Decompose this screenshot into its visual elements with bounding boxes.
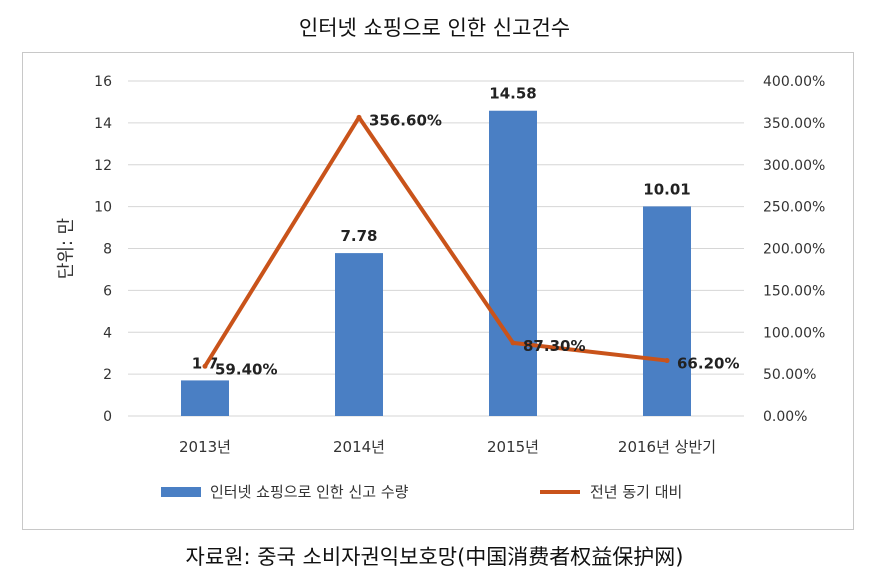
line-point <box>664 358 670 364</box>
y2-tick-label: 50.00% <box>763 367 816 383</box>
y2-tick-label: 300.00% <box>763 158 825 174</box>
bar-value-label: 7.78 <box>340 227 377 245</box>
line-point <box>510 340 516 346</box>
bar-value-label: 14.58 <box>489 85 536 103</box>
line-value-label: 59.40% <box>215 360 277 378</box>
bar-value-label: 10.01 <box>643 180 690 198</box>
y-tick-label: 4 <box>103 325 112 341</box>
y-tick-label: 10 <box>94 200 112 216</box>
line-point <box>356 114 362 120</box>
line-point <box>202 363 208 369</box>
y2-tick-label: 350.00% <box>763 116 825 132</box>
y-tick-label: 0 <box>103 409 112 425</box>
y-axis-label: 단위: 만 <box>56 218 77 279</box>
y2-tick-label: 400.00% <box>763 74 825 90</box>
x-tick-label: 2014년 <box>333 438 385 456</box>
chart-frame <box>22 52 854 530</box>
y2-tick-label: 150.00% <box>763 283 825 299</box>
y2-tick-label: 0.00% <box>763 409 807 425</box>
line-value-label: 66.20% <box>677 355 739 373</box>
x-tick-label: 2013년 <box>179 438 231 456</box>
bar <box>181 380 229 416</box>
y-tick-label: 6 <box>103 283 112 299</box>
y-tick-label: 8 <box>103 242 112 258</box>
y-tick-label: 16 <box>94 74 112 90</box>
y2-tick-label: 200.00% <box>763 242 825 258</box>
line-value-label: 87.30% <box>523 337 585 355</box>
legend-swatch-bars <box>161 487 201 497</box>
y2-tick-label: 250.00% <box>763 200 825 216</box>
legend-label-line: 전년 동기 대비 <box>590 483 682 501</box>
page-title: 인터넷 쇼핑으로 인한 신고건수 <box>298 16 571 40</box>
legend-label-bars: 인터넷 쇼핑으로 인한 신고 수량 <box>210 483 409 501</box>
x-tick-label: 2015년 <box>487 438 539 456</box>
bar <box>335 253 383 416</box>
x-tick-label: 2016년 상반기 <box>618 438 716 456</box>
y-tick-label: 14 <box>94 116 112 132</box>
bar <box>489 110 537 416</box>
y2-tick-label: 100.00% <box>763 325 825 341</box>
line-value-label: 356.60% <box>369 111 442 129</box>
y-tick-label: 12 <box>94 158 112 174</box>
y-tick-label: 2 <box>103 367 112 383</box>
bar <box>643 206 691 416</box>
line-series <box>203 115 668 368</box>
source-caption: 자료원: 중국 소비자권익보호망(中国消费者权益保护网) <box>185 545 684 569</box>
